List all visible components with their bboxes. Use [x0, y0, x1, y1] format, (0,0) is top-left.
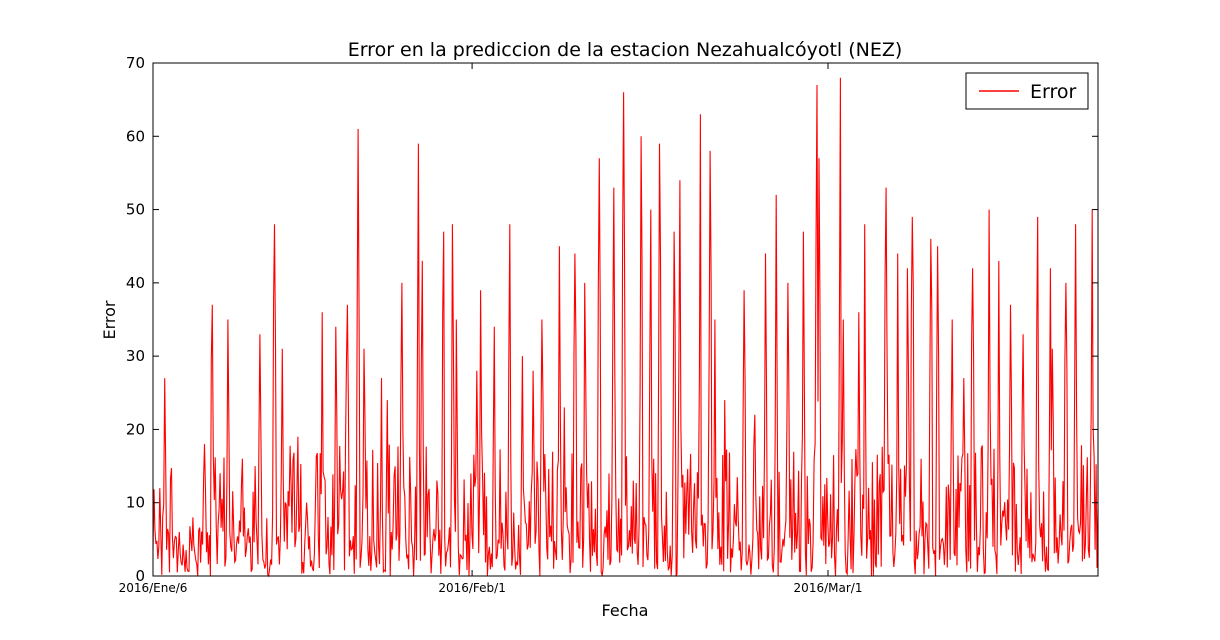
y-tick-label: 40	[126, 274, 145, 292]
chart-title: Error en la prediccion de la estacion Ne…	[348, 39, 903, 61]
x-axis-label: Fecha	[602, 601, 649, 620]
y-tick-label: 60	[126, 127, 145, 145]
y-tick-label: 0	[135, 567, 145, 585]
plot-frame	[152, 62, 1099, 577]
series-layer	[152, 77, 1099, 578]
x-tick-label: 2016/Ene/6	[119, 581, 188, 595]
x-tick-label: 2016/Mar/1	[794, 581, 863, 595]
x-axis: 2016/Ene/6 2016/Feb/1 2016/Mar/1	[119, 63, 863, 595]
y-tick-label: 10	[126, 494, 145, 512]
plot-area	[152, 62, 1099, 578]
y-tick-label: 20	[126, 420, 145, 438]
legend: Error	[965, 72, 1089, 110]
y-tick-label: 30	[126, 347, 145, 365]
y-tick-label: 50	[126, 201, 145, 219]
legend-entry-label: Error	[1030, 81, 1077, 103]
y-axis: 0 10 20 30 40 50 60 70	[126, 54, 1098, 585]
y-axis-label: Error	[100, 300, 119, 339]
x-tick-label: 2016/Feb/1	[438, 581, 506, 595]
y-tick-label: 70	[126, 54, 145, 72]
series-line-error	[152, 77, 1099, 578]
